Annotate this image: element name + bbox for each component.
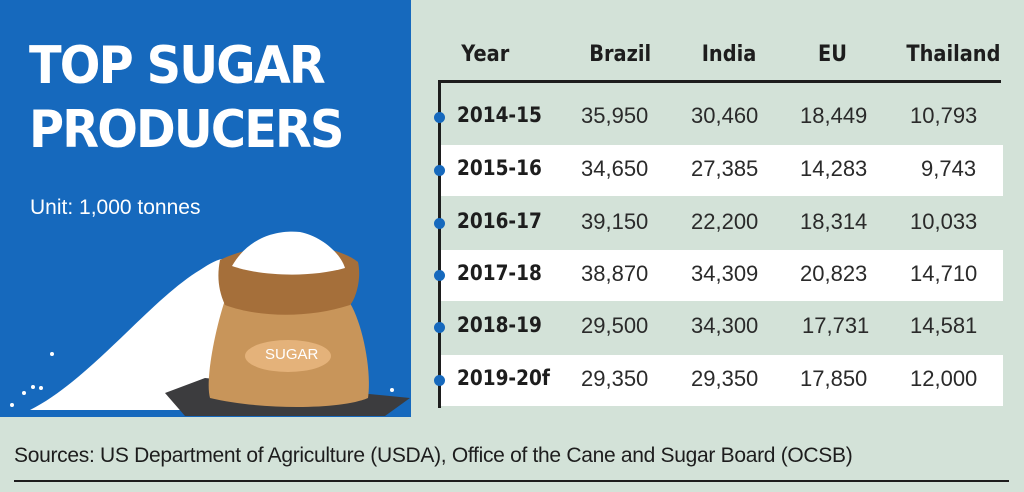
cell-india: 30,460 (691, 103, 759, 128)
table-row: 2018-19 29,500 34,300 17,731 14,581 (434, 302, 1003, 353)
cell-year: 2014-15 (457, 103, 542, 127)
page-title: TOP SUGAR PRODUCERS (29, 34, 344, 162)
cell-india: 34,309 (691, 261, 759, 286)
cell-thailand: 10,033 (910, 209, 978, 234)
table-row: 2015-16 34,650 27,385 14,283 9,743 (434, 145, 1003, 196)
timeline-dot-icon (434, 165, 445, 176)
cell-year: 2015-16 (457, 156, 542, 180)
cell-thailand: 9,743 (921, 156, 977, 181)
cell-brazil: 38,870 (581, 261, 649, 286)
cell-eu: 17,731 (802, 313, 870, 338)
cell-brazil: 34,650 (581, 156, 649, 181)
sources-note: Sources: US Department of Agriculture (U… (14, 444, 853, 467)
cell-eu: 18,449 (800, 103, 868, 128)
table-row: 2016-17 39,150 22,200 18,314 10,033 (434, 198, 1003, 249)
header-year: Year (461, 42, 510, 67)
header-india: India (701, 42, 757, 67)
cell-thailand: 14,581 (910, 313, 978, 338)
table-row: 2017-18 38,870 34,309 20,823 14,710 (434, 250, 1003, 301)
cell-india: 22,200 (691, 209, 759, 234)
header-thailand: Thailand (906, 42, 1001, 67)
header-divider (438, 80, 1001, 83)
table-header: Year Brazil India EU Thailand (440, 42, 1000, 82)
cell-brazil: 29,500 (581, 313, 649, 338)
table-row: 2014-15 35,950 30,460 18,449 10,793 (434, 92, 1003, 143)
cell-year: 2019-20f (457, 366, 550, 390)
sugar-illustration (10, 231, 410, 416)
cell-year: 2016-17 (457, 209, 542, 233)
footer-divider (14, 480, 1009, 482)
cell-brazil: 29,350 (581, 366, 649, 391)
cell-thailand: 10,793 (910, 103, 978, 128)
cell-eu: 20,823 (800, 261, 868, 286)
timeline-dot-icon (434, 112, 445, 123)
title-panel: TOP SUGAR PRODUCERS Unit: 1,000 tonnes S… (0, 0, 411, 417)
cell-india: 29,350 (691, 366, 759, 391)
timeline-dot-icon (434, 375, 445, 386)
cell-year: 2018-19 (457, 313, 542, 337)
cell-india: 34,300 (691, 313, 759, 338)
cell-eu: 18,314 (800, 209, 868, 234)
title-line-2: PRODUCERS (29, 100, 344, 160)
sack-label: SUGAR (265, 346, 319, 363)
unit-label: Unit: 1,000 tonnes (30, 196, 201, 219)
cell-year: 2017-18 (457, 261, 542, 285)
timeline-dot-icon (434, 322, 445, 333)
timeline-line (438, 80, 441, 408)
table-row: 2019-20f 29,350 29,350 17,850 12,000 (434, 355, 1003, 406)
cell-thailand: 14,710 (910, 261, 978, 286)
cell-thailand: 12,000 (910, 366, 978, 391)
title-line-1: TOP SUGAR (29, 36, 326, 96)
cell-brazil: 35,950 (581, 103, 649, 128)
cell-eu: 14,283 (800, 156, 868, 181)
cell-eu: 17,850 (800, 366, 868, 391)
header-eu: EU (817, 42, 847, 67)
header-brazil: Brazil (589, 42, 652, 67)
timeline-dot-icon (434, 218, 445, 229)
timeline-dot-icon (434, 270, 445, 281)
cell-india: 27,385 (691, 156, 759, 181)
cell-brazil: 39,150 (581, 209, 649, 234)
